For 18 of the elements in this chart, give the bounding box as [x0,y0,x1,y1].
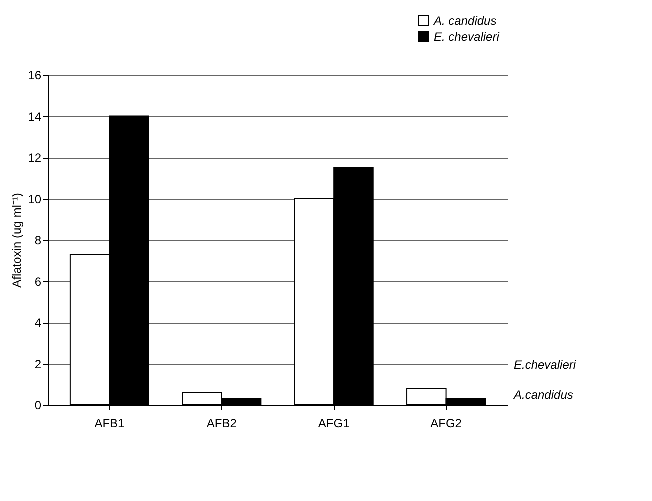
y-tick-label: 10 [28,192,42,206]
y-tick-label: 6 [34,274,42,289]
x-tick-label: AFG2 [430,416,462,430]
y-tick-label: 4 [34,316,42,330]
x-tick-label: AFG1 [318,416,350,430]
y-tick-label: 14 [28,110,42,124]
y-tick-label: 2 [34,357,42,372]
y-tick-label: 0 [34,398,42,412]
y-axis-title: Aflatoxin (ug ml⁻¹) [10,193,24,288]
y-tick-label: 12 [28,151,42,165]
text: A.candidus [513,388,574,402]
y-tick-label: 16 [28,68,42,82]
x-tick-label: AFB2 [206,416,238,430]
x-tick-label: AFB1 [94,416,126,430]
legend-label: A. candidus [433,14,497,28]
y-tick-label: 8 [34,234,42,248]
legend-label: E. chevalieri [434,30,500,44]
text: E.chevalieri [514,358,576,372]
